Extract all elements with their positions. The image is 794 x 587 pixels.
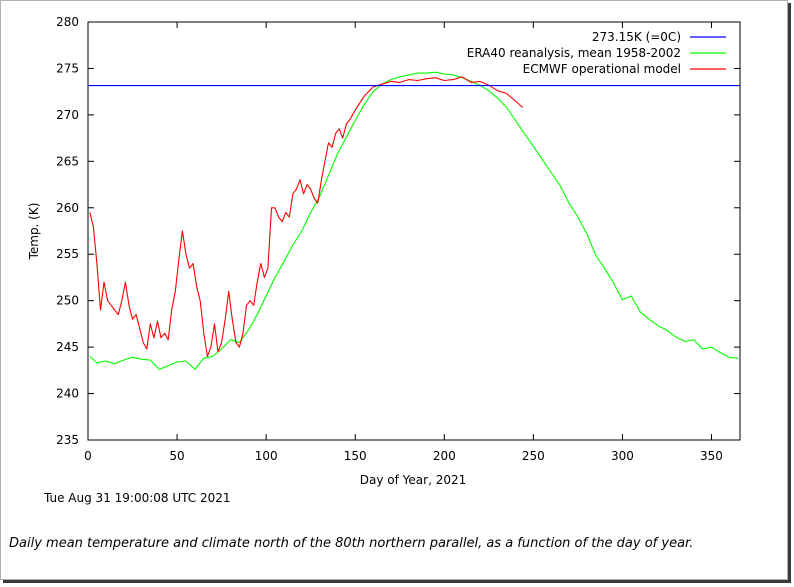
y-tick-label: 255 [56, 247, 79, 261]
y-tick-label: 240 [56, 387, 79, 401]
plot-area [87, 21, 741, 441]
x-tick-label: 150 [344, 449, 367, 463]
y-axis-label: Temp. (K) [27, 203, 41, 261]
x-tick-label: 300 [611, 449, 634, 463]
y-tick-label: 245 [56, 340, 79, 354]
x-tick-label: 200 [433, 449, 456, 463]
y-tick-label: 260 [56, 201, 79, 215]
x-axis-label: Day of Year, 2021 [360, 473, 466, 487]
y-tick-label: 250 [56, 294, 79, 308]
y-tick-label: 265 [56, 154, 79, 168]
x-axis: 0 50 100 150 200 250 300 350 [84, 22, 723, 463]
x-tick-label: 0 [84, 449, 92, 463]
legend-label: 273.15K (=0C) [592, 30, 681, 44]
y-tick-label: 280 [56, 15, 79, 29]
x-tick-label: 250 [522, 449, 545, 463]
temperature-chart: 235 240 245 250 255 260 265 270 275 280 0 50 100 150… [27, 15, 741, 487]
series-line-2 [89, 76, 524, 357]
x-tick-label: 350 [700, 449, 723, 463]
series-line-1 [89, 71, 739, 370]
legend: 273.15K (=0C) ERA40 reanalysis, mean 1958… [467, 30, 726, 76]
series-lines [88, 71, 740, 370]
legend-label: ECMWF operational model [523, 62, 681, 76]
legend-label: ERA40 reanalysis, mean 1958-2002 [467, 46, 681, 60]
y-tick-label: 235 [56, 433, 79, 447]
timestamp: Tue Aug 31 19:00:08 UTC 2021 [44, 491, 231, 505]
x-tick-label: 50 [169, 449, 184, 463]
y-tick-label: 270 [56, 108, 79, 122]
x-tick-label: 100 [255, 449, 278, 463]
figure-caption: Daily mean temperature and climate north… [9, 536, 694, 551]
y-axis: 235 240 245 250 255 260 265 270 275 280 [56, 15, 740, 447]
y-tick-label: 275 [56, 61, 79, 75]
